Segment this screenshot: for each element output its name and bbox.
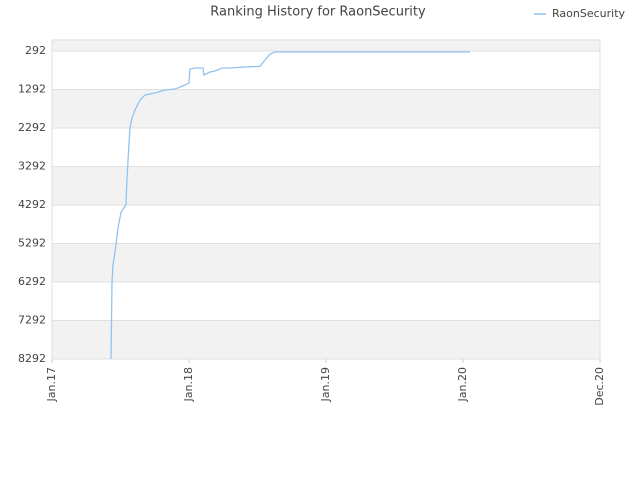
band xyxy=(52,89,600,129)
band xyxy=(52,166,600,206)
band xyxy=(52,40,600,52)
x-tick-label: Jan.18 xyxy=(182,367,195,402)
x-tick-label: Jan.17 xyxy=(45,367,58,402)
x-tick-label: Jan.19 xyxy=(319,367,332,402)
y-tick-label: 4292 xyxy=(18,198,46,211)
x-tick-label: Jan.20 xyxy=(456,367,469,402)
y-tick-label: 292 xyxy=(25,44,46,57)
y-tick-label: 6292 xyxy=(18,275,46,288)
band xyxy=(52,243,600,283)
y-tick-label: 5292 xyxy=(18,237,46,250)
series-line xyxy=(110,51,470,360)
y-tick-label: 1292 xyxy=(18,83,46,96)
chart-title: Ranking History for RaonSecurity xyxy=(210,5,426,20)
band xyxy=(52,320,600,359)
x-tick-label: Dec.20 xyxy=(593,367,606,406)
y-tick-label: 3292 xyxy=(18,160,46,173)
y-tick-label: 2292 xyxy=(18,121,46,134)
legend-label: RaonSecurity xyxy=(552,7,626,20)
y-tick-label: 8292 xyxy=(18,352,46,365)
y-tick-label: 7292 xyxy=(18,314,46,327)
